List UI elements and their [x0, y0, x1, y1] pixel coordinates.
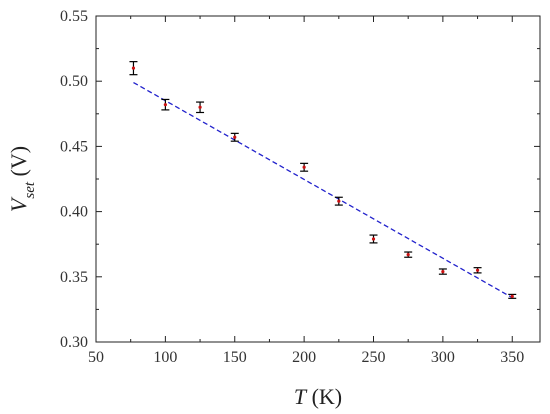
x-axis-title: T (K) [294, 384, 342, 409]
y-tick-label: 0.40 [60, 204, 88, 221]
tick-labels: 50 100 150 200 250 300 350 0.30 0.35 0.40 0.45 0.50… [60, 8, 524, 366]
y-tick-label: 0.45 [60, 138, 88, 155]
data-point [371, 237, 376, 241]
x-axis-var: T [294, 384, 308, 409]
y-tick-label: 0.30 [60, 334, 88, 351]
x-tick-label: 300 [431, 349, 455, 366]
data-point [510, 294, 514, 298]
data-point [406, 253, 410, 257]
data-point [441, 269, 445, 274]
y-axis-var: V [6, 196, 31, 212]
data-point [337, 199, 341, 203]
x-axis-unit: (K) [306, 384, 342, 409]
axes [95, 15, 541, 343]
data-points [129, 61, 517, 299]
y-axis-sub: set [22, 181, 38, 198]
y-tick-label: 0.55 [60, 8, 88, 25]
fit-line [133, 81, 513, 299]
x-tick-label: 200 [292, 349, 316, 366]
x-tick-label: 50 [88, 349, 104, 366]
x-tick-label: 350 [500, 349, 524, 366]
y-axis-title: Vset (V) [6, 146, 38, 212]
fit-line-group [133, 81, 513, 299]
y-axis-unit: (V) [6, 146, 31, 182]
x-tick-label: 250 [362, 349, 386, 366]
data-point [163, 103, 167, 107]
data-point [475, 268, 480, 272]
y-tick-label: 0.50 [60, 73, 88, 90]
data-point [233, 135, 237, 139]
data-point [198, 105, 202, 109]
y-tick-label: 0.35 [60, 269, 88, 286]
data-point [131, 66, 136, 70]
x-tick-label: 150 [223, 349, 247, 366]
x-tick-label: 100 [153, 349, 177, 366]
plot-frame [95, 15, 541, 343]
data-point [302, 165, 306, 169]
